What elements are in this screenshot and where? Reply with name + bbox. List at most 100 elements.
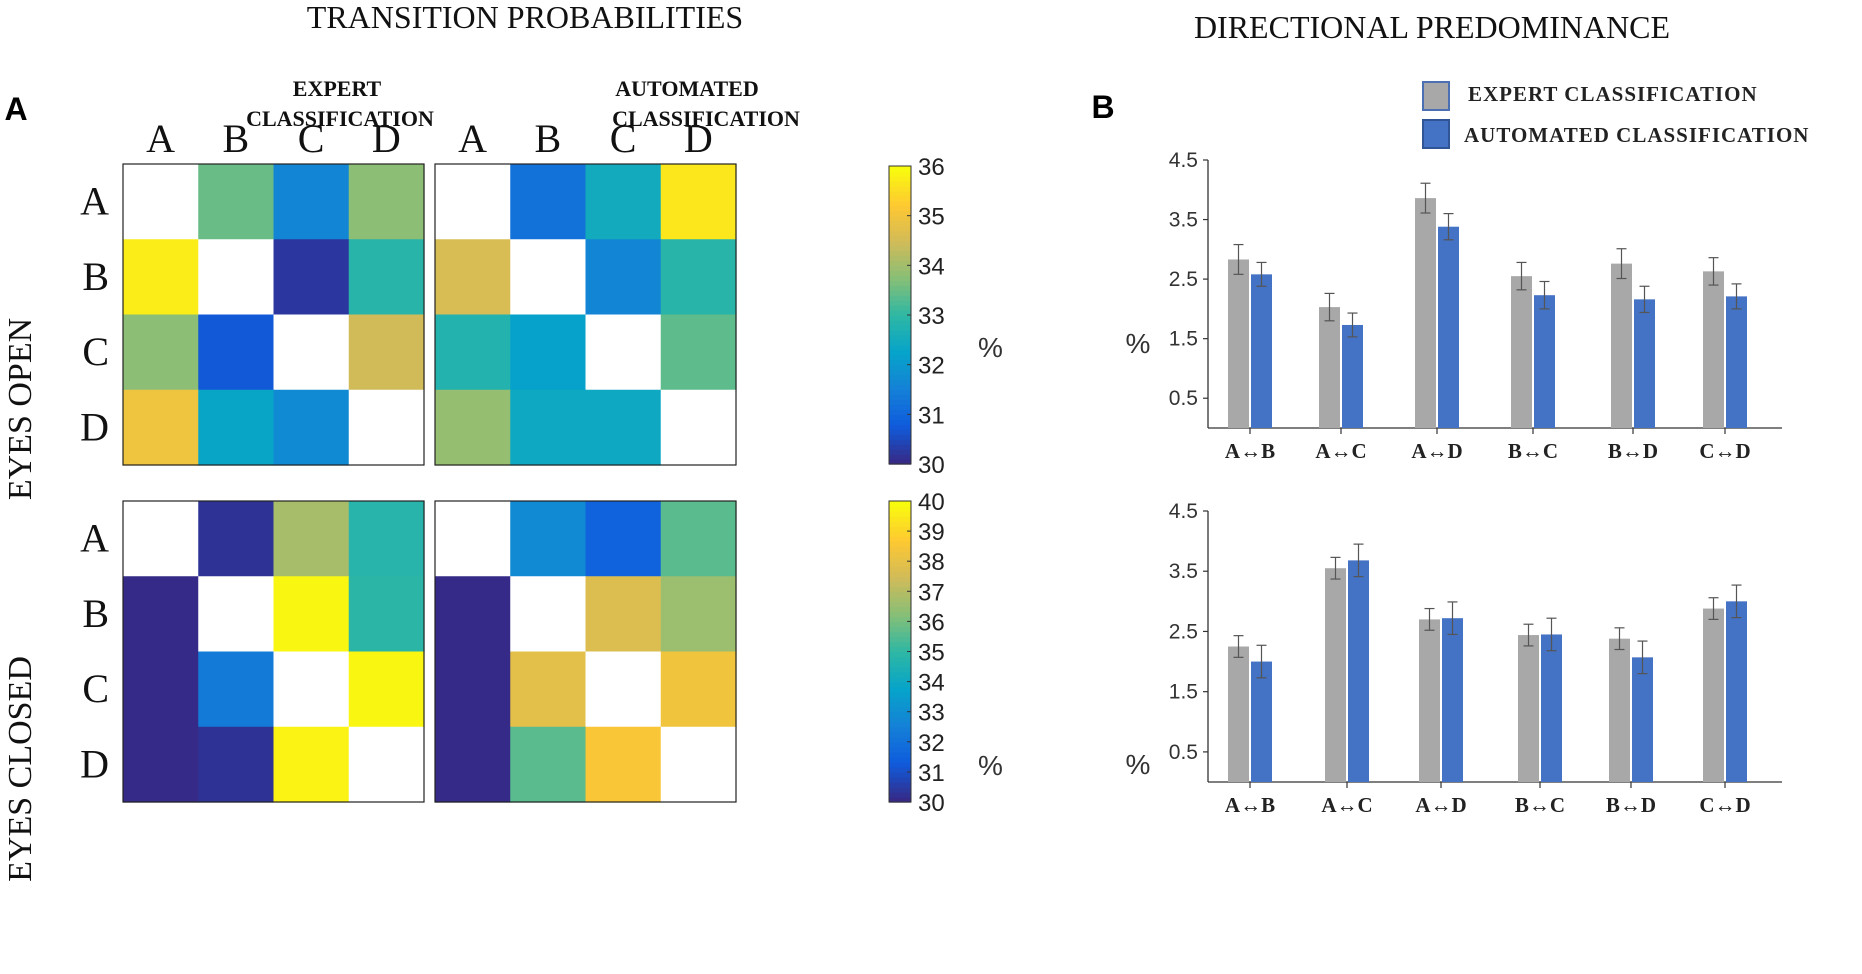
colorbar-tick-label: 33 bbox=[918, 700, 945, 727]
colorbar-segment bbox=[889, 290, 911, 296]
bar-ylabel-open: % bbox=[1126, 328, 1151, 359]
colorbar-segment bbox=[889, 344, 911, 351]
colorbar-tick-label: 34 bbox=[918, 253, 945, 280]
colorbar-segment bbox=[889, 746, 911, 753]
bar-category-label: A↔C bbox=[1321, 793, 1372, 817]
heatmap-cell-B-A bbox=[435, 239, 511, 316]
heatmap-row-label: C bbox=[82, 329, 109, 374]
colorbar-segment bbox=[889, 275, 911, 281]
colorbar-segment bbox=[889, 339, 911, 346]
heatmap-frame bbox=[122, 163, 425, 466]
heatmap-cell-D-A bbox=[435, 389, 511, 466]
heatmap-cell-D-B bbox=[510, 389, 587, 466]
colorbar-segment bbox=[889, 414, 911, 420]
colorbar-tick-label: 35 bbox=[918, 640, 945, 667]
colorbar-segment bbox=[889, 434, 911, 440]
colorbar-1: 30 31 32 33 34 35 36 bbox=[888, 154, 945, 479]
heatmap-cell-B-D bbox=[660, 239, 737, 316]
heatmap-cell-B-A bbox=[435, 576, 511, 653]
colorbar-segment bbox=[889, 776, 911, 783]
heatmap-col-label: B bbox=[223, 116, 250, 161]
colorbar-segment bbox=[889, 596, 911, 603]
colorbar-segment bbox=[889, 656, 911, 663]
bar-expert bbox=[1611, 263, 1632, 428]
colorbar-segment bbox=[889, 751, 911, 758]
colorbar-segment bbox=[889, 220, 911, 227]
heatmap-cell-B-D bbox=[348, 239, 425, 316]
colorbar-segment bbox=[889, 215, 911, 222]
colorbar-segment bbox=[889, 506, 911, 512]
heatmap-cell-A-D bbox=[660, 501, 737, 577]
colorbar-segment bbox=[889, 240, 911, 247]
heatmap-cell-D-B bbox=[198, 726, 275, 803]
colorbar-segment bbox=[889, 676, 911, 683]
colorbar-segment bbox=[889, 310, 911, 316]
heatmap-cell-B-A bbox=[123, 576, 199, 653]
colorbar-segment bbox=[889, 424, 911, 430]
colorbar-tick-label: 36 bbox=[918, 609, 945, 636]
colorbar-tick-label: 32 bbox=[918, 353, 945, 380]
colorbar-segment bbox=[889, 190, 911, 197]
colorbar-segment bbox=[889, 526, 911, 532]
bar-category-label: C↔D bbox=[1699, 793, 1750, 817]
colorbar-segment bbox=[889, 389, 911, 396]
heatmap-cell-A-D bbox=[660, 164, 737, 240]
bar-chart-1: 0.5 1.5 2.5 3.5 4.5 A↔B A↔C A↔D B↔C B↔D C↔D bbox=[1169, 149, 1782, 463]
colorbar-segment bbox=[889, 185, 911, 192]
colorbar-segment bbox=[889, 511, 911, 517]
heatmap-col-label: D bbox=[684, 116, 713, 161]
colorbar-segment bbox=[889, 225, 911, 232]
expert-heading-line2: CLASSIFICATION bbox=[246, 106, 434, 131]
colorbar-segment bbox=[889, 364, 911, 371]
colorbar-segment bbox=[889, 521, 911, 527]
colorbar-tick-label: 31 bbox=[918, 402, 945, 429]
heatmap-cell-C-B bbox=[510, 314, 587, 391]
legend-automated-label: AUTOMATED CLASSIFICATION bbox=[1464, 123, 1809, 147]
colorbar-segment bbox=[889, 531, 911, 537]
heatmap-row-label: D bbox=[80, 741, 109, 786]
directional-title: DIRECTIONAL PREDOMINANCE bbox=[1194, 9, 1670, 45]
colorbar-segment bbox=[889, 591, 911, 598]
bar-ylabel-closed: % bbox=[1126, 749, 1151, 780]
legend-swatch-expert bbox=[1422, 81, 1450, 111]
heatmap-cell-A-C bbox=[585, 501, 662, 577]
heatmap-cell-C-D bbox=[348, 314, 425, 391]
colorbar-segment bbox=[889, 556, 911, 562]
heatmap-cell-B-D bbox=[348, 576, 425, 653]
heatmap-row-label: A bbox=[80, 179, 109, 224]
colorbar-segment bbox=[889, 170, 911, 177]
colorbar-segment bbox=[889, 601, 911, 608]
heatmap-cell-D-D bbox=[348, 389, 425, 466]
colorbar-segment bbox=[889, 771, 911, 778]
colorbar-tick-label: 36 bbox=[918, 154, 945, 181]
colorbar-segment bbox=[889, 270, 911, 276]
bar-expert bbox=[1319, 307, 1340, 428]
eyes-open-label: EYES OPEN bbox=[2, 318, 39, 500]
colorbar-segment bbox=[889, 721, 911, 728]
colorbar-segment bbox=[889, 711, 911, 718]
colorbar-segment bbox=[889, 791, 911, 798]
bar-category-label: C↔D bbox=[1699, 439, 1750, 463]
heatmap-cell-B-C bbox=[585, 576, 662, 653]
colorbar-segment bbox=[889, 454, 911, 460]
colorbar-segment bbox=[889, 295, 911, 301]
heatmap-2: A B C D bbox=[434, 116, 737, 466]
colorbar-segment bbox=[889, 606, 911, 613]
bar-expert bbox=[1609, 638, 1630, 782]
heatmap-cell-C-B bbox=[198, 651, 275, 728]
colorbar-tick-label: 35 bbox=[918, 204, 945, 231]
bar-expert bbox=[1325, 568, 1346, 782]
bar-expert bbox=[1511, 276, 1532, 428]
bar-automated bbox=[1438, 226, 1459, 428]
heatmap-cell-A-C bbox=[273, 164, 350, 240]
colorbar-segment bbox=[889, 255, 911, 262]
heatmap-cell-B-D bbox=[660, 576, 737, 653]
colorbar-segment bbox=[889, 404, 911, 411]
heatmap-frame bbox=[434, 163, 737, 466]
colorbar-segment bbox=[889, 761, 911, 768]
bar-automated bbox=[1348, 560, 1369, 782]
colorbar-segment bbox=[889, 631, 911, 638]
heatmap-cell-D-A bbox=[123, 726, 199, 803]
colorbar-segment bbox=[889, 265, 911, 271]
